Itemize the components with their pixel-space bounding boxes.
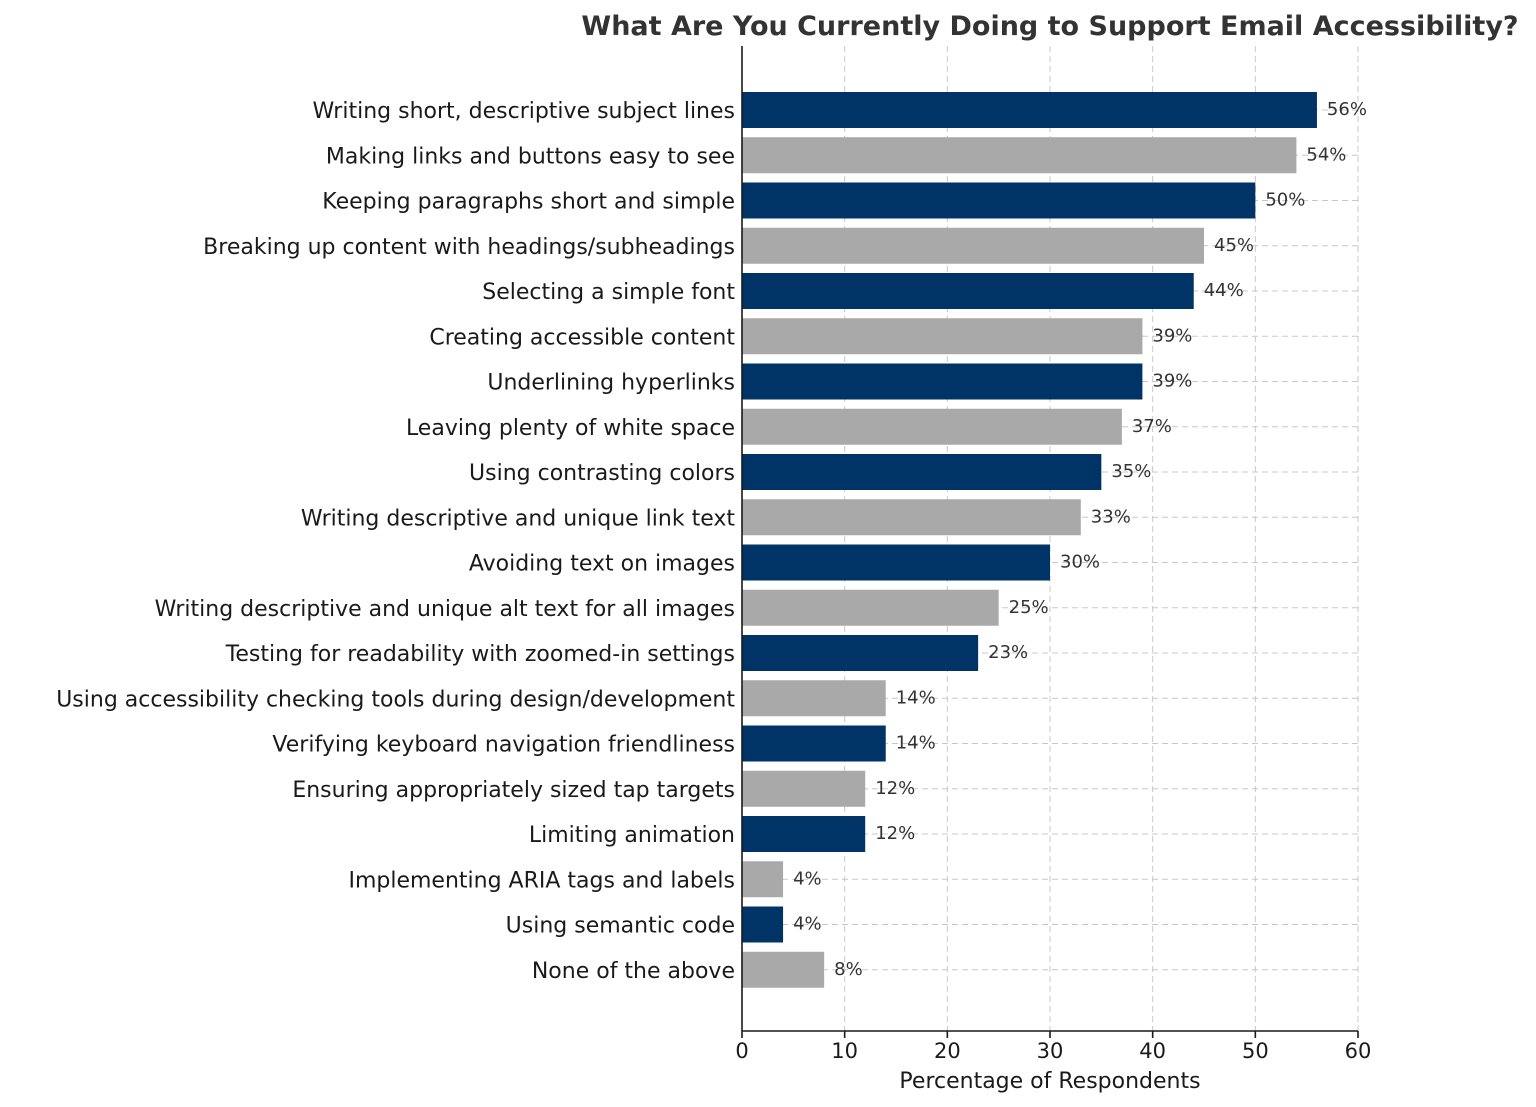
x-axis-ticks: 0 10 20 30 40 50 60 bbox=[735, 1031, 1371, 1063]
category-labels: Writing short, descriptive subject lines… bbox=[56, 99, 735, 984]
data-label: 54% bbox=[1306, 144, 1346, 165]
category-label: Implementing ARIA tags and labels bbox=[348, 868, 735, 893]
data-label: 45% bbox=[1214, 235, 1254, 256]
category-label: Verifying keyboard navigation friendline… bbox=[272, 733, 735, 758]
category-label: Underlining hyperlinks bbox=[487, 371, 735, 396]
x-tick-label: 60 bbox=[1345, 1039, 1372, 1063]
category-label: Selecting a simple font bbox=[482, 280, 735, 305]
category-label: Testing for readability with zoomed-in s… bbox=[225, 642, 735, 667]
bar bbox=[742, 951, 825, 988]
x-tick-label: 30 bbox=[1037, 1039, 1064, 1063]
bar bbox=[742, 816, 866, 852]
data-label: 12% bbox=[875, 823, 915, 844]
data-label: 44% bbox=[1204, 280, 1244, 301]
bar bbox=[742, 454, 1102, 490]
data-label: 37% bbox=[1132, 416, 1172, 437]
bar bbox=[742, 318, 1143, 355]
data-label: 30% bbox=[1060, 552, 1100, 573]
bar bbox=[742, 544, 1050, 581]
category-label: Making links and buttons easy to see bbox=[326, 144, 735, 169]
x-tick-label: 40 bbox=[1139, 1039, 1166, 1063]
data-label: 23% bbox=[988, 642, 1028, 663]
category-label: Limiting animation bbox=[529, 823, 735, 848]
category-label: Avoiding text on images bbox=[469, 552, 735, 577]
data-label: 35% bbox=[1111, 461, 1151, 482]
bar bbox=[742, 363, 1143, 400]
category-label: Writing descriptive and unique link text bbox=[301, 506, 736, 531]
bar bbox=[742, 589, 999, 626]
data-label: 39% bbox=[1152, 371, 1192, 392]
category-label: Using accessibility checking tools durin… bbox=[56, 687, 735, 712]
data-label: 8% bbox=[834, 959, 863, 980]
category-label: Leaving plenty of white space bbox=[406, 416, 735, 441]
data-label: 4% bbox=[793, 914, 822, 935]
category-label: Writing descriptive and unique alt text … bbox=[155, 597, 735, 622]
data-label: 50% bbox=[1265, 190, 1305, 211]
chart-title: What Are You Currently Doing to Support … bbox=[581, 11, 1518, 42]
category-label: Using semantic code bbox=[506, 914, 735, 939]
data-label: 33% bbox=[1091, 506, 1131, 527]
bar bbox=[742, 408, 1122, 445]
data-label: 25% bbox=[1009, 597, 1049, 618]
bar bbox=[742, 725, 886, 762]
bars bbox=[742, 92, 1317, 988]
bar bbox=[742, 92, 1317, 128]
bar bbox=[742, 499, 1081, 536]
bar bbox=[742, 635, 979, 671]
x-axis-label: Percentage of Respondents bbox=[899, 1069, 1200, 1094]
category-label: Ensuring appropriately sized tap targets bbox=[292, 778, 735, 803]
category-label: Creating accessible content bbox=[429, 325, 735, 350]
data-label: 39% bbox=[1152, 325, 1192, 346]
bar bbox=[742, 182, 1256, 219]
category-label: Keeping paragraphs short and simple bbox=[322, 190, 735, 215]
category-label: None of the above bbox=[532, 959, 735, 984]
bar bbox=[742, 227, 1204, 264]
category-label: Breaking up content with headings/subhea… bbox=[203, 235, 735, 260]
category-label: Writing short, descriptive subject lines bbox=[313, 99, 735, 124]
bar bbox=[742, 906, 784, 943]
x-tick-label: 0 bbox=[735, 1039, 748, 1063]
data-label: 14% bbox=[896, 733, 936, 754]
bar bbox=[742, 770, 866, 807]
category-label: Using contrasting colors bbox=[469, 461, 735, 486]
bar bbox=[742, 273, 1194, 309]
bar bbox=[742, 137, 1297, 174]
bar bbox=[742, 680, 886, 717]
data-labels: 56% 54% 50% 45% 44% 39% 39% 37% 35% 33% 30% 25% 23% 1… bbox=[793, 99, 1367, 980]
data-label: 56% bbox=[1327, 99, 1367, 120]
bar bbox=[742, 861, 784, 898]
data-label: 12% bbox=[875, 778, 915, 799]
x-tick-label: 20 bbox=[934, 1039, 961, 1063]
x-tick-label: 10 bbox=[831, 1039, 858, 1063]
data-label: 14% bbox=[896, 687, 936, 708]
x-tick-label: 50 bbox=[1242, 1039, 1269, 1063]
data-label: 4% bbox=[793, 868, 822, 889]
